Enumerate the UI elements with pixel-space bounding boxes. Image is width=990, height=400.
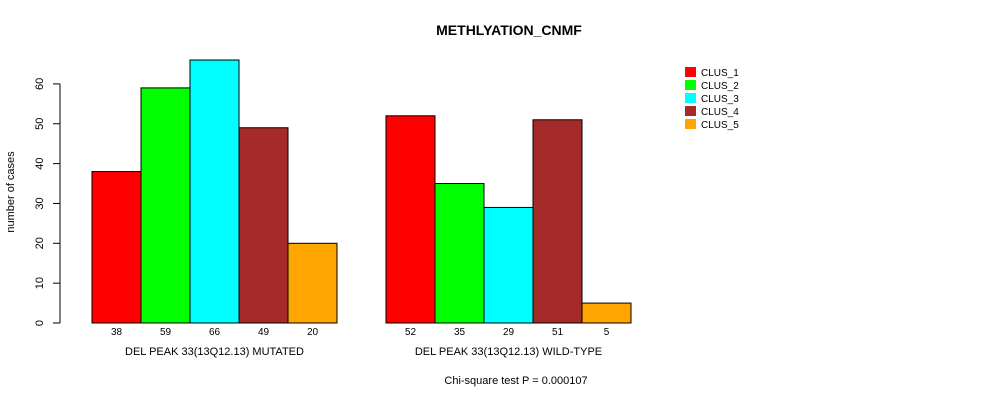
- bar-clus-2-group-2: [434, 183, 485, 324]
- bar-value-label: 52: [405, 327, 417, 338]
- legend-label: CLUS_2: [701, 81, 739, 92]
- bar-clus-4-group-1: [238, 127, 289, 324]
- bar-value-label: 38: [111, 327, 123, 338]
- y-tick-label: 60: [34, 78, 46, 90]
- bar-value-labels: 38 59 66 49 20 52 35 29 51 5: [111, 327, 610, 338]
- bar-value-label: 5: [604, 327, 610, 338]
- y-tick-label: 10: [34, 277, 46, 289]
- bar-value-label: 20: [307, 327, 319, 338]
- bar-clus-3-group-2: [483, 206, 534, 324]
- group-labels: DEL PEAK 33(13Q12.13) MUTATED DEL PEAK 33…: [125, 346, 602, 358]
- bar-value-label: 49: [258, 327, 270, 338]
- y-tick-label: 40: [34, 157, 46, 169]
- bar-clus-2-group-1: [140, 87, 191, 324]
- legend-swatch: [685, 67, 696, 77]
- bar-clus-1-group-2: [385, 115, 436, 324]
- bar-value-label: 66: [209, 327, 221, 338]
- bar-clus-4-group-2: [532, 119, 583, 324]
- y-tick-label: 20: [34, 237, 46, 249]
- y-axis: 0 10 20 30 40 50 60: [34, 78, 61, 326]
- legend-label: CLUS_3: [701, 94, 739, 105]
- chi-square-footnote: Chi-square test P = 0.000107: [444, 375, 587, 387]
- legend-swatch: [685, 119, 696, 129]
- chart-title: METHLYATION_CNMF: [436, 22, 582, 38]
- bar-value-label: 59: [160, 327, 172, 338]
- legend-label: CLUS_1: [701, 68, 739, 79]
- bar-clus-5-group-1: [287, 242, 338, 324]
- legend-swatch: [685, 106, 696, 116]
- y-tick-label: 0: [34, 320, 46, 326]
- legend-swatch: [685, 93, 696, 103]
- bar-value-label: 29: [503, 327, 515, 338]
- bar-clus-1-group-1: [91, 171, 142, 324]
- legend-swatch: [685, 80, 696, 90]
- y-tick-label: 30: [34, 197, 46, 209]
- legend-label: CLUS_4: [701, 107, 739, 118]
- y-tick-label: 50: [34, 118, 46, 130]
- y-axis-label: number of cases: [5, 151, 17, 233]
- bar-value-label: 51: [552, 327, 564, 338]
- legend-label: CLUS_5: [701, 120, 739, 131]
- bar-clus-3-group-1: [189, 59, 240, 324]
- bar-value-label: 35: [454, 327, 466, 338]
- bar-clus-5-group-2: [581, 302, 632, 324]
- group-label: DEL PEAK 33(13Q12.13) MUTATED: [125, 346, 304, 358]
- legend: CLUS_1 CLUS_2 CLUS_3 CLUS_4 CLUS_5: [685, 67, 739, 131]
- group-label: DEL PEAK 33(13Q12.13) WILD-TYPE: [415, 346, 602, 358]
- bars: [91, 59, 632, 324]
